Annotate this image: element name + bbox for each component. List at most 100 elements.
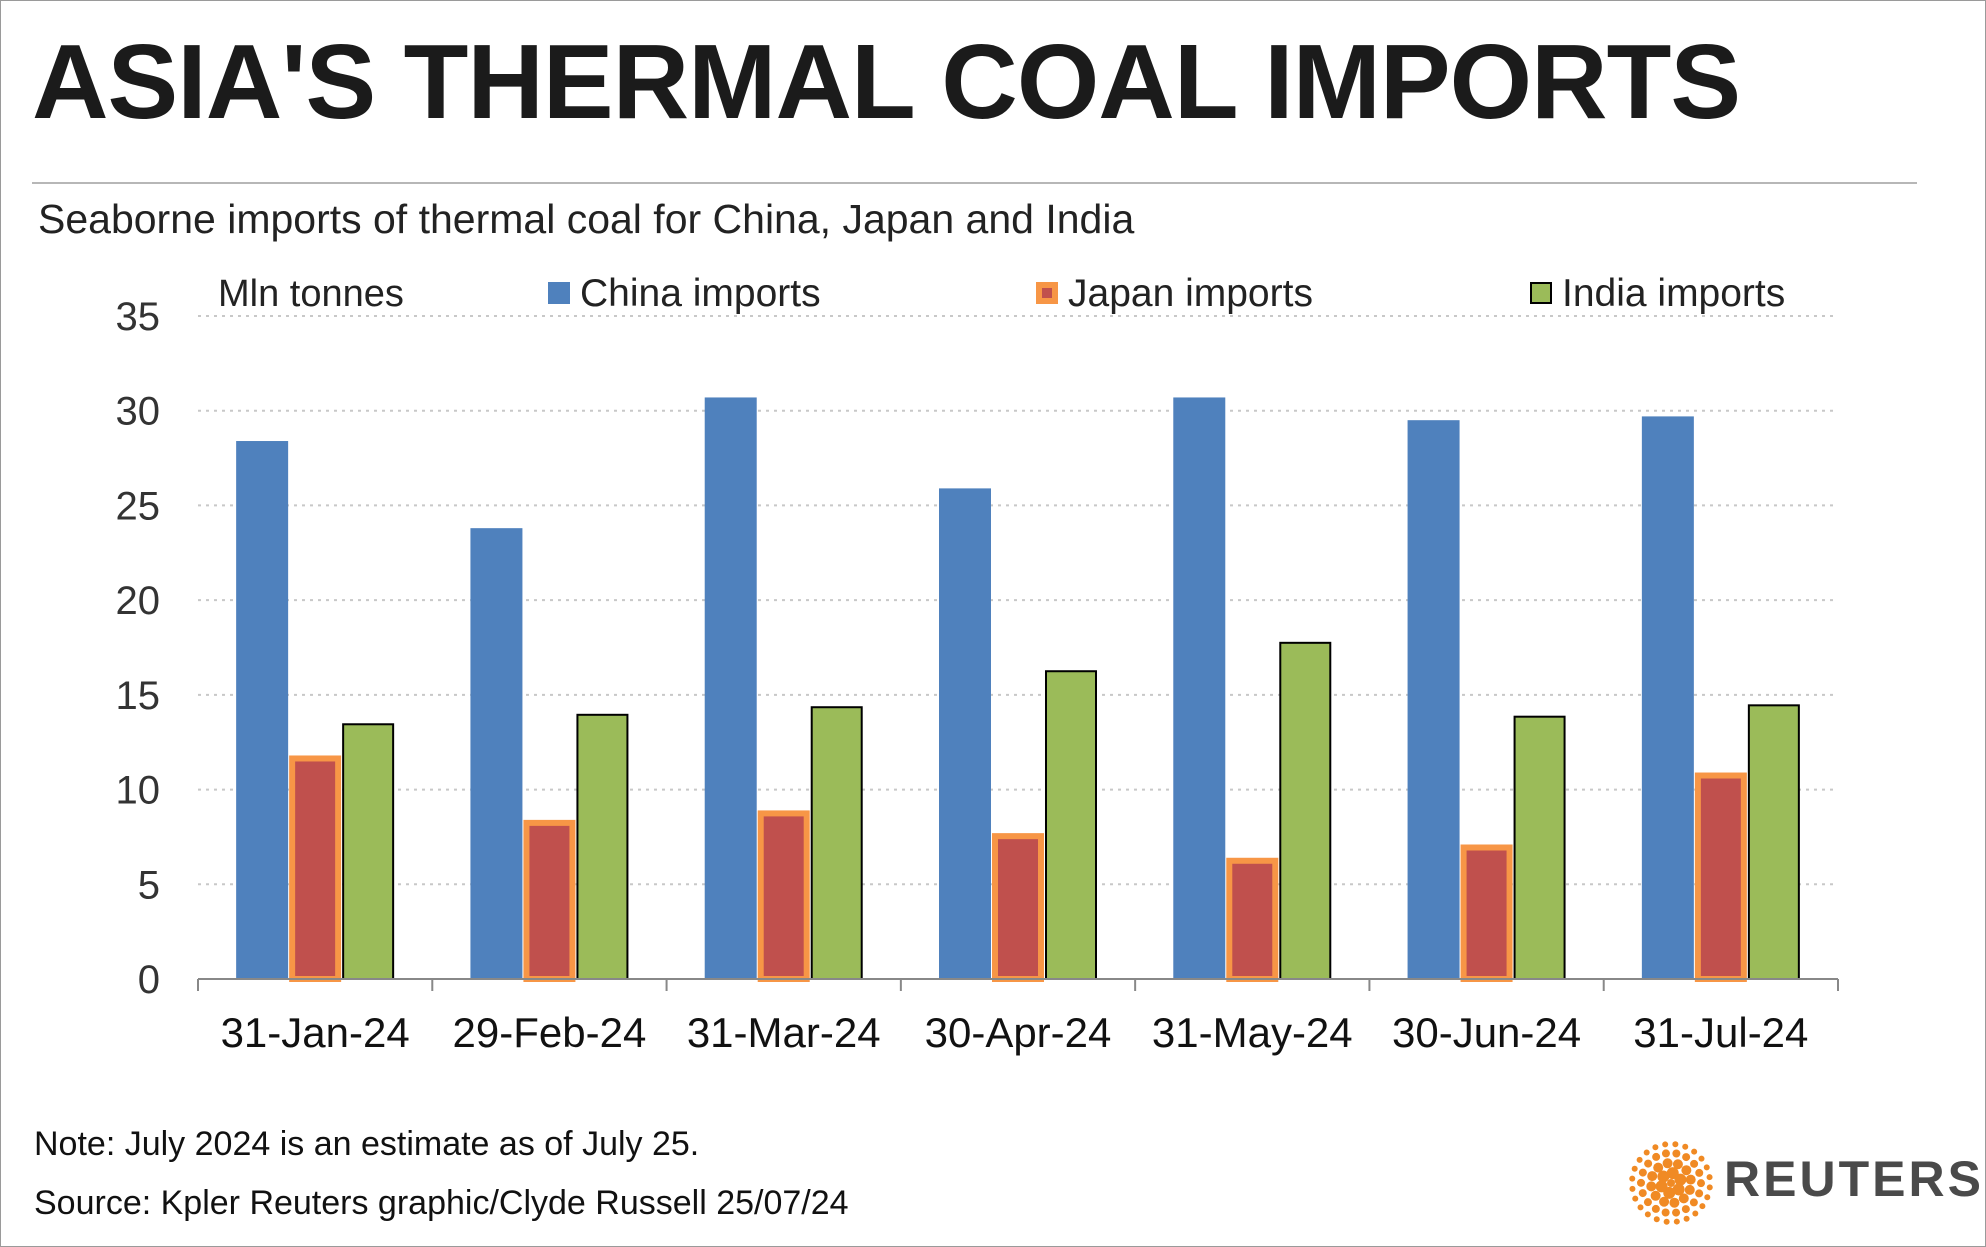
- logo-dot: [1689, 1198, 1698, 1207]
- logo-dot: [1662, 1158, 1673, 1169]
- y-tick-label: 0: [138, 958, 160, 1002]
- legend-japan-label: Japan imports: [1068, 272, 1313, 315]
- logo-center-dot: [1667, 1179, 1675, 1187]
- bar-japan-30-Jun-24: [1460, 844, 1513, 983]
- logo-dot: [1704, 1194, 1711, 1201]
- bar-china-31-Jan-24: [236, 441, 289, 980]
- bar-india-30-Apr-24: [1045, 670, 1097, 981]
- logo-dot: [1637, 1178, 1646, 1187]
- chart-subtitle: Seaborne imports of thermal coal for Chi…: [38, 196, 1135, 242]
- logo-dot: [1632, 1195, 1639, 1202]
- y-tick-label: 30: [116, 390, 161, 434]
- logo-dot: [1691, 1148, 1698, 1155]
- logo-dot: [1681, 1205, 1690, 1214]
- logo-dot: [1672, 1183, 1685, 1196]
- logo-dot: [1696, 1179, 1705, 1188]
- logo-dot: [1647, 1171, 1658, 1182]
- y-axis-unit-label: Mln tonnes: [218, 273, 404, 315]
- bar-china-30-Jun-24: [1407, 420, 1460, 980]
- y-tick-label: 5: [138, 863, 160, 907]
- legend-china-label: China imports: [580, 272, 821, 315]
- logo-dot: [1655, 1180, 1668, 1193]
- legend-india-label: India imports: [1562, 272, 1785, 315]
- logo-dot: [1629, 1175, 1636, 1182]
- logo-dot: [1650, 1190, 1661, 1201]
- bar-china-31-May-24: [1173, 397, 1226, 979]
- bar-india-29-Feb-24: [576, 713, 629, 980]
- legend-china-swatch: [548, 282, 570, 304]
- bar-china-29-Feb-24: [470, 528, 523, 979]
- logo-dot: [1661, 1208, 1670, 1217]
- logo-dot: [1638, 1168, 1647, 1177]
- logo-dot: [1644, 1211, 1651, 1218]
- logo-dot: [1695, 1168, 1704, 1177]
- bar-japan-31-Jul-24: [1694, 772, 1747, 982]
- bar-india-31-May-24: [1279, 641, 1332, 980]
- logo-dot: [1706, 1174, 1713, 1181]
- logo-dot: [1672, 1149, 1681, 1158]
- source-note: Source: Kpler Reuters graphic/Clyde Russ…: [34, 1184, 849, 1222]
- legend-japan-swatch-inner: [1042, 288, 1052, 298]
- x-tick-label: 31-Jan-24: [221, 1009, 410, 1056]
- logo-dot: [1672, 1141, 1679, 1148]
- x-tick-label: 29-Feb-24: [453, 1009, 647, 1056]
- logo-dot: [1682, 1153, 1691, 1162]
- y-tick-label: 20: [116, 579, 161, 623]
- logo-dot: [1653, 1216, 1660, 1223]
- logo-dot: [1636, 1156, 1643, 1163]
- bar-japan-30-Apr-24: [992, 833, 1044, 983]
- x-tick-label: 31-May-24: [1152, 1009, 1353, 1056]
- x-tick-label: 30-Jun-24: [1392, 1009, 1581, 1056]
- logo-dot: [1643, 1149, 1650, 1156]
- logo-dot: [1672, 1208, 1681, 1217]
- bar-china-31-Jul-24: [1641, 416, 1694, 979]
- logo-dot: [1659, 1196, 1670, 1207]
- logo-dot: [1684, 1184, 1695, 1195]
- logo-dot: [1683, 1215, 1690, 1222]
- logo-dot: [1685, 1174, 1696, 1185]
- logo-dot: [1657, 1170, 1670, 1183]
- y-tick-label: 25: [116, 484, 161, 528]
- bar-japan-31-May-24: [1226, 857, 1279, 982]
- logo-dot: [1652, 1152, 1661, 1161]
- reuters-logo-icon: [1629, 1141, 1713, 1225]
- bar-japan-29-Feb-24: [523, 819, 576, 982]
- y-tick-label: 15: [116, 674, 161, 718]
- legend-india-swatch: [1530, 282, 1552, 304]
- bar-india-30-Jun-24: [1513, 715, 1566, 980]
- logo-dot: [1631, 1165, 1638, 1172]
- title-divider: [32, 182, 1917, 184]
- logo-dot: [1674, 1173, 1687, 1186]
- logo-dot: [1678, 1193, 1689, 1204]
- bar-india-31-Mar-24: [810, 706, 863, 980]
- logo-dot: [1662, 1141, 1669, 1148]
- logo-dot: [1663, 1218, 1670, 1225]
- x-tick-label: 31-Mar-24: [687, 1009, 881, 1056]
- logo-dot: [1703, 1164, 1710, 1171]
- y-tick-label: 10: [116, 769, 161, 813]
- bar-japan-31-Mar-24: [757, 810, 810, 982]
- bar-china-30-Apr-24: [939, 488, 991, 979]
- logo-dot: [1643, 1198, 1652, 1207]
- bar-japan-31-Jan-24: [289, 755, 342, 983]
- logo-dot: [1652, 1144, 1659, 1151]
- logo-dot: [1682, 1143, 1689, 1150]
- logo-dot: [1692, 1210, 1699, 1217]
- bar-china-31-Mar-24: [704, 397, 757, 979]
- logo-dot: [1681, 1165, 1692, 1176]
- logo-dot: [1661, 1149, 1670, 1158]
- estimate-note: Note: July 2024 is an estimate as of Jul…: [34, 1125, 700, 1163]
- logo-dot: [1646, 1181, 1657, 1192]
- logo-dot: [1651, 1204, 1660, 1213]
- logo-dot: [1637, 1204, 1644, 1211]
- brand-name: REUTERS: [1724, 1151, 1984, 1207]
- logo-dot: [1695, 1189, 1704, 1198]
- logo-dot: [1629, 1185, 1636, 1192]
- logo-dot: [1644, 1159, 1653, 1168]
- logo-dot: [1698, 1155, 1705, 1162]
- logo-dot: [1638, 1189, 1647, 1198]
- x-tick-label: 30-Apr-24: [925, 1009, 1112, 1056]
- logo-dot: [1690, 1159, 1699, 1168]
- bar-india-31-Jul-24: [1747, 704, 1800, 980]
